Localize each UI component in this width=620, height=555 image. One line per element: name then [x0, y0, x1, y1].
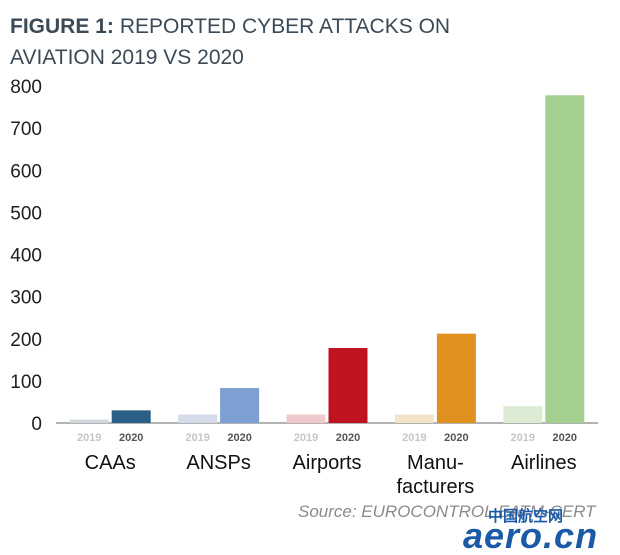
series-label-2020: 2020: [553, 432, 577, 444]
series-label-2020: 2020: [444, 432, 468, 444]
y-tick-label: 700: [10, 119, 42, 140]
bar-2019: [503, 406, 543, 423]
chart-title-bold: FIGURE 1:: [10, 15, 114, 38]
category-label: Airports: [293, 452, 362, 474]
y-tick-label: 0: [31, 414, 42, 435]
bar-2020: [436, 333, 476, 423]
chart-title-line-2: AVIATION 2019 VS 2020: [10, 46, 244, 69]
series-label-2020: 2020: [227, 432, 251, 444]
y-tick-label: 100: [10, 372, 42, 393]
chart-title-line-1: FIGURE 1: REPORTED CYBER ATTACKS ON: [10, 15, 450, 38]
y-tick-label: 600: [10, 161, 42, 182]
series-label-2020: 2020: [119, 432, 143, 444]
y-tick-label: 800: [10, 77, 42, 98]
bar-2020: [545, 95, 585, 423]
series-label-2019: 2019: [294, 432, 318, 444]
bar-2019: [286, 414, 326, 423]
series-label-2019: 2019: [77, 432, 101, 444]
series-label-2019: 2019: [511, 432, 535, 444]
y-tick-label: 300: [10, 288, 42, 309]
bar-2019: [178, 414, 218, 423]
category-label: Manu-: [407, 452, 464, 474]
y-tick-label: 400: [10, 246, 42, 267]
bar-2020: [220, 388, 260, 423]
bar-2020: [111, 410, 151, 423]
category-label: ANSPs: [186, 452, 250, 474]
category-label: facturers: [396, 476, 474, 498]
chart-title-rest: REPORTED CYBER ATTACKS ON: [120, 15, 450, 38]
bar-2020: [328, 348, 368, 423]
plot-area: 0 100 200 300 400 500 600 700 800 2019 2020 CAAs 201…: [10, 77, 598, 498]
series-label-2019: 2019: [402, 432, 426, 444]
y-tick-label: 200: [10, 330, 42, 351]
source-note: Source: EUROCONTROL EATM-CERT: [298, 502, 597, 521]
watermark-en: aero.cn: [463, 515, 598, 555]
series-label-2020: 2020: [336, 432, 360, 444]
bar-2019: [69, 419, 109, 423]
category-label: Airlines: [511, 452, 577, 474]
watermark: 中国航空网 aero.cn: [463, 507, 598, 555]
category-label: CAAs: [85, 452, 136, 474]
watermark-cn: 中国航空网: [488, 507, 563, 525]
bar-2019: [394, 414, 434, 423]
series-label-2019: 2019: [185, 432, 209, 444]
y-tick-label: 500: [10, 203, 42, 224]
